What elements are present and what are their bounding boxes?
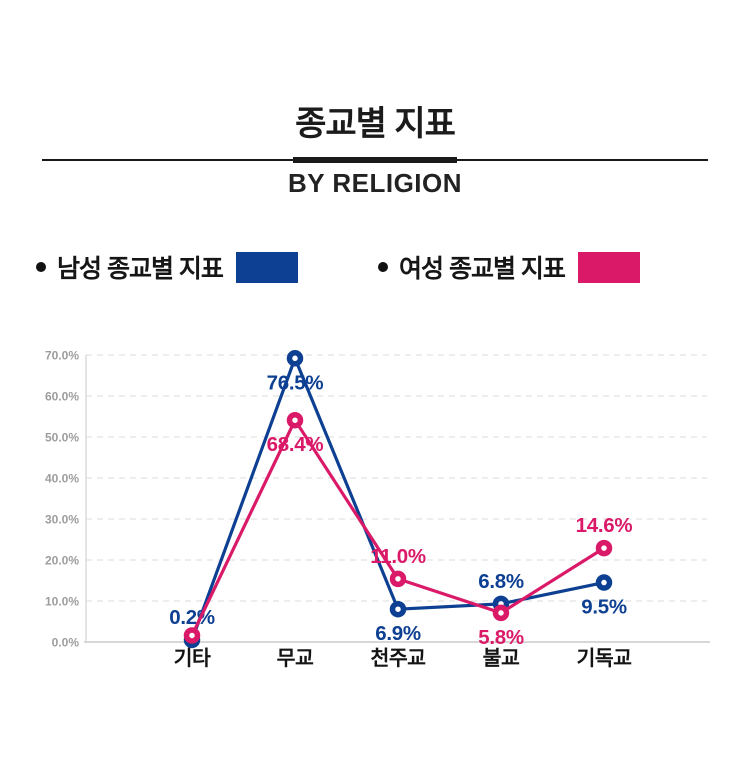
data-point-label: 14.6%	[576, 514, 633, 537]
data-point-marker	[183, 627, 201, 644]
y-axis-tick-label: 60.0%	[45, 390, 79, 404]
title-divider-accent	[293, 157, 457, 163]
legend-item-male: 남성 종교별 지표	[36, 250, 298, 284]
x-axis-category-label: 무교	[277, 647, 314, 670]
data-point-marker	[286, 411, 304, 429]
data-point-marker	[286, 350, 304, 367]
data-point-marker	[595, 574, 613, 591]
line-chart: 70.0% 60.0% 50.0% 40.0% 30.0% 20.0% 10.0% 0.0% 기…	[0, 340, 750, 682]
data-point-marker	[389, 570, 407, 588]
page-subtitle: BY RELIGION	[287, 168, 463, 198]
title-divider	[42, 157, 708, 163]
series-line-0	[190, 356, 606, 642]
bullet-icon	[378, 262, 388, 272]
y-axis-tick-label: 70.0%	[45, 349, 79, 363]
y-axis-tick-label: 10.0%	[45, 595, 79, 609]
legend-swatch-male	[235, 251, 298, 283]
line-chart-svg: 70.0% 60.0% 50.0% 40.0% 30.0% 20.0% 10.0% 0.0% 기…	[45, 349, 710, 670]
x-axis-category-label: 기타	[174, 647, 211, 670]
legend-swatch-female	[577, 251, 640, 283]
data-point-label: 68.4%	[267, 433, 324, 456]
x-axis-category-label: 기독교	[576, 647, 632, 670]
data-point-label: 11.0%	[370, 545, 426, 568]
y-axis-tick-label: 0.0%	[52, 636, 80, 650]
x-axis-category-label: 천주교	[370, 647, 426, 670]
data-point-label: 5.8%	[478, 626, 524, 649]
data-point-label: 6.8%	[478, 570, 524, 593]
legend-item-female: 여성 종교별 지표	[378, 250, 640, 284]
data-point-marker	[595, 539, 613, 557]
page-title: 종교별 지표	[295, 105, 456, 143]
y-axis-tick-label: 20.0%	[45, 554, 79, 568]
x-axis-category-label: 불교	[483, 647, 520, 670]
data-point-marker	[492, 604, 510, 622]
data-point-label: 9.5%	[581, 596, 627, 619]
y-axis-tick-label: 40.0%	[45, 472, 79, 486]
legend-label-female: 여성 종교별 지표	[399, 255, 566, 283]
legend-label-male: 남성 종교별 지표	[57, 255, 224, 283]
y-axis-tick-label: 50.0%	[45, 431, 79, 445]
data-point-marker	[389, 600, 407, 618]
data-point-label: 76.5%	[267, 371, 324, 394]
data-point-label: 6.9%	[375, 622, 421, 645]
data-point-label: 0.2%	[169, 606, 215, 629]
bullet-icon	[36, 262, 46, 272]
y-axis-tick-label: 30.0%	[45, 513, 79, 527]
